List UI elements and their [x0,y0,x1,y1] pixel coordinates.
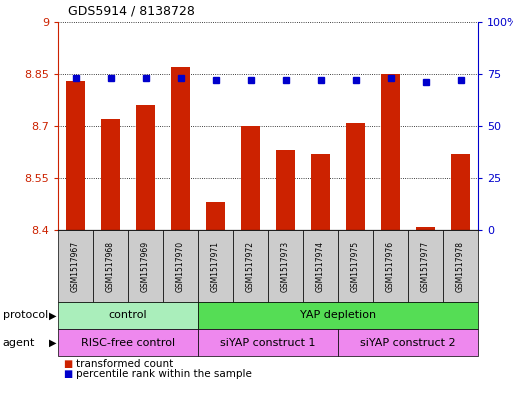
Text: RISC-free control: RISC-free control [81,338,175,347]
Text: ▶: ▶ [49,310,56,321]
Bar [241,126,260,230]
Bar [451,154,470,230]
Text: GSM1517973: GSM1517973 [281,241,290,292]
Text: transformed count: transformed count [76,359,173,369]
Text: GSM1517974: GSM1517974 [316,241,325,292]
Text: GSM1517977: GSM1517977 [421,241,430,292]
Bar [381,74,400,230]
Text: GSM1517976: GSM1517976 [386,241,395,292]
Text: GSM1517972: GSM1517972 [246,241,255,292]
Text: control: control [109,310,147,321]
Text: siYAP construct 1: siYAP construct 1 [220,338,315,347]
Text: ■: ■ [63,359,72,369]
Bar [136,105,155,230]
Text: percentile rank within the sample: percentile rank within the sample [76,369,252,379]
Bar [346,123,365,230]
Bar [276,150,295,230]
Text: GSM1517970: GSM1517970 [176,241,185,292]
Bar [206,202,225,230]
Bar [66,81,85,230]
Text: agent: agent [3,338,35,347]
Text: GSM1517967: GSM1517967 [71,241,80,292]
Text: siYAP construct 2: siYAP construct 2 [360,338,456,347]
Bar [416,226,435,230]
Text: ▶: ▶ [49,338,56,347]
Bar [171,67,190,230]
Text: GSM1517969: GSM1517969 [141,241,150,292]
Bar [311,154,330,230]
Bar [101,119,120,230]
Text: GDS5914 / 8138728: GDS5914 / 8138728 [68,5,195,18]
Text: GSM1517975: GSM1517975 [351,241,360,292]
Text: GSM1517971: GSM1517971 [211,241,220,292]
Text: protocol: protocol [3,310,48,321]
Text: GSM1517968: GSM1517968 [106,241,115,292]
Text: GSM1517978: GSM1517978 [456,241,465,292]
Text: ■: ■ [63,369,72,379]
Text: YAP depletion: YAP depletion [300,310,376,321]
